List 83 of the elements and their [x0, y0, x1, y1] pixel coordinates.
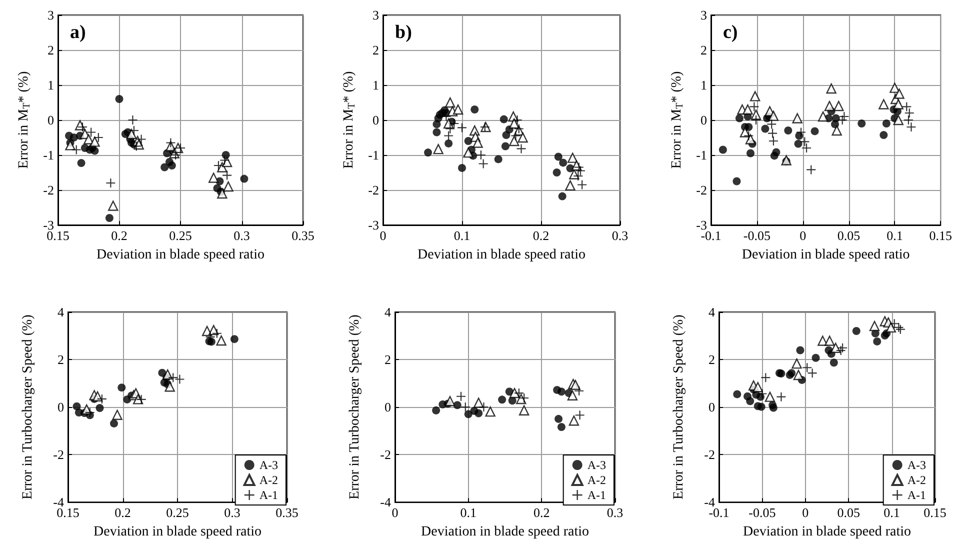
y-tick-label: 3 [700, 8, 707, 22]
legend-label: A-2 [907, 473, 926, 487]
y-tick-label: 2 [700, 42, 707, 58]
y-tick-label: 3 [48, 8, 54, 22]
y-tick-label: 2 [48, 42, 54, 58]
legend-label: A-3 [587, 458, 606, 472]
y-tick-label: 2 [708, 352, 715, 368]
legend-label: A-3 [259, 458, 278, 472]
y-tick-label: -2 [696, 182, 707, 198]
y-tick-label: 1 [700, 78, 707, 92]
y-tick-label: 0 [700, 112, 707, 128]
x-axis-title: Deviation in blade speed ratio [96, 247, 264, 262]
x-tick-label: 0.3 [224, 505, 240, 520]
x-tick-label: 0.1 [886, 228, 903, 243]
x-axis-title: Deviation in blade speed ratio [418, 247, 586, 262]
x-tick-label: 0.35 [292, 228, 314, 243]
x-tick-label: 0.2 [111, 228, 128, 243]
legend-label: A-1 [259, 488, 278, 502]
x-axis-title: Deviation in blade speed ratio [421, 524, 589, 540]
y-tick-label: -2 [380, 447, 391, 462]
y-tick-label: -1 [696, 148, 707, 162]
y-tick-label: -3 [43, 218, 54, 232]
legend-label: A-2 [259, 473, 278, 487]
y-axis-title: Error in Turbocharger Speed (%) [672, 314, 686, 500]
y-axis-title: Error in MT* (%) [670, 70, 686, 169]
chart-title: b) [395, 22, 412, 43]
x-tick-label: 0.1 [884, 505, 900, 520]
x-tick-label: 0.3 [606, 505, 624, 520]
y-tick-label: 2 [58, 352, 64, 368]
y-tick-label: -1 [368, 148, 379, 162]
y-axis-title: Error in Turbocharger Speed (%) [348, 314, 362, 500]
y-tick-label: 0 [384, 400, 391, 415]
y-tick-label: 0 [58, 400, 64, 415]
x-tick-label: 0.05 [837, 505, 860, 520]
x-tick-label: 0 [802, 505, 809, 520]
y-tick-label: -4 [380, 494, 392, 510]
y-tick-label: 1 [48, 78, 54, 92]
y-tick-label: -3 [368, 218, 379, 232]
chart-title: a) [70, 22, 86, 43]
y-tick-label: 4 [708, 304, 716, 320]
x-axis-title: Deviation in blade speed ratio [94, 524, 262, 540]
x-tick-label: 0.3 [234, 228, 250, 243]
y-tick-label: -2 [43, 182, 54, 198]
x-tick-label: 0.1 [454, 228, 470, 243]
x-tick-label: 0.35 [276, 505, 298, 520]
y-tick-label: 0 [708, 400, 715, 415]
chart-title: c) [723, 22, 738, 43]
x-tick-label: 0.25 [166, 505, 189, 520]
x-tick-label: 0.15 [56, 505, 80, 520]
y-tick-label: 4 [58, 304, 64, 320]
y-tick-label: -1 [43, 148, 54, 162]
legend-label: A-3 [907, 458, 926, 472]
x-tick-label: 0.1 [460, 505, 476, 520]
x-tick-label: 0.05 [837, 228, 860, 243]
x-tick-label: -0.05 [743, 228, 770, 243]
x-tick-label: 0 [800, 228, 806, 243]
legend-label: A-1 [587, 488, 606, 502]
y-tick-label: -3 [696, 218, 707, 232]
y-tick-label: -2 [704, 447, 715, 462]
x-tick-label: 0.2 [534, 505, 550, 520]
legend-label: A-2 [587, 473, 606, 487]
y-tick-label: 1 [372, 78, 379, 92]
y-tick-label: 0 [48, 112, 54, 128]
y-tick-label: -2 [368, 182, 379, 198]
y-tick-label: 4 [384, 304, 392, 320]
x-tick-label: 0.3 [612, 228, 628, 243]
y-tick-label: 3 [372, 8, 379, 22]
y-tick-label: 0 [372, 112, 379, 128]
x-tick-label: 0.25 [169, 228, 192, 243]
y-tick-label: -2 [53, 447, 64, 462]
x-tick-label: 0.15 [924, 505, 946, 520]
legend-label: A-1 [907, 488, 926, 502]
y-tick-label: 2 [372, 42, 379, 58]
y-axis-title: Error in MT* (%) [16, 70, 32, 169]
y-tick-label: 2 [384, 352, 391, 368]
y-axis-title: Error in Turbocharger Speed (%) [20, 314, 36, 500]
x-axis-title: Deviation in blade speed ratio [743, 524, 911, 540]
x-tick-label: 0.2 [532, 228, 550, 243]
x-tick-label: 0.2 [114, 505, 131, 520]
y-axis-title: Error in MT* (%) [342, 70, 358, 169]
x-axis-title: Deviation in blade speed ratio [742, 247, 910, 262]
x-tick-label: 0.15 [929, 228, 952, 243]
x-tick-label: -0.05 [748, 505, 776, 520]
